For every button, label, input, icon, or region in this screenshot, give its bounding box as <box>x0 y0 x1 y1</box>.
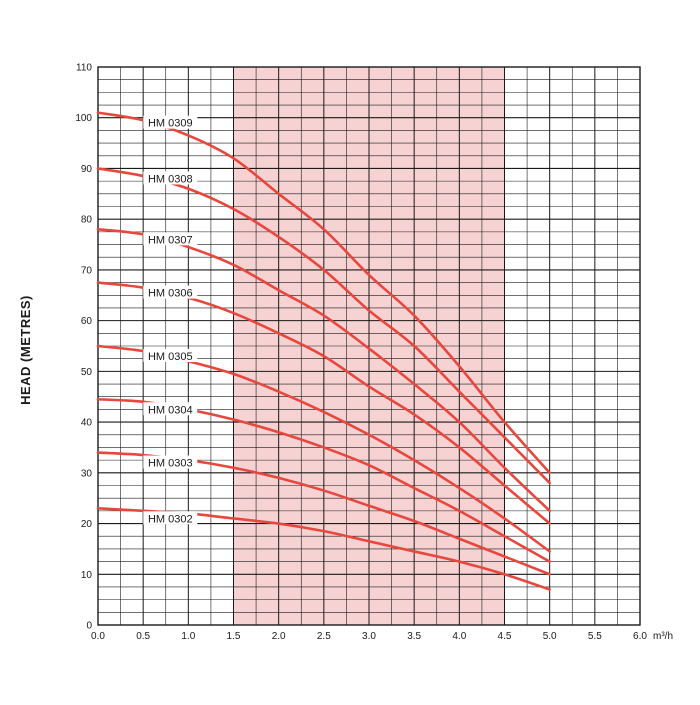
y-tick-label: 20 <box>81 519 93 530</box>
x-tick-label: 3.0 <box>362 631 376 642</box>
curve-label-text: HM 0303 <box>148 458 193 470</box>
x-tick-label: 1.5 <box>227 631 241 642</box>
x-tick-label: 5.5 <box>588 631 602 642</box>
y-tick-label: 0 <box>86 621 92 632</box>
x-tick-label: 2.0 <box>272 631 286 642</box>
curve-label-text: HM 0308 <box>148 173 193 185</box>
x-tick-label: 4.0 <box>452 631 466 642</box>
curve-label-hm-0305: HM 0305 <box>143 349 198 363</box>
y-axis-label: HEAD (METRES) <box>18 295 33 405</box>
curve-label-background <box>143 232 198 246</box>
x-tick-label: 0.5 <box>136 631 150 642</box>
y-tick-label: 110 <box>76 63 92 74</box>
curve-label-hm-0308: HM 0308 <box>143 171 198 185</box>
curve-label-background <box>143 349 198 362</box>
x-axis-unit: m³/h <box>653 631 673 642</box>
curve-label-background <box>143 285 198 299</box>
curve-hm-0309 <box>96 111 551 475</box>
curve-label-text: HM 0302 <box>148 513 193 525</box>
curve-label-background <box>143 511 198 525</box>
curve-label-text: HM 0304 <box>148 404 193 416</box>
curve-label-background <box>143 402 198 416</box>
y-tick-label: 60 <box>81 316 93 327</box>
y-tick-label: 100 <box>75 113 92 124</box>
x-tick-label: 5.0 <box>543 631 557 642</box>
curve-label-text: HM 0307 <box>148 234 193 246</box>
y-tick-label: 10 <box>81 570 93 581</box>
curve-label-hm-0309: HM 0309 <box>143 115 198 130</box>
curve-label-hm-0302: HM 0302 <box>143 511 198 525</box>
x-tick-label: 2.5 <box>317 631 331 642</box>
y-tick-label: 30 <box>81 468 93 479</box>
curve-label-text: HM 0309 <box>148 118 193 130</box>
x-tick-label: 6.0 <box>633 631 647 642</box>
y-tick-label: 70 <box>81 265 93 276</box>
curve-label-text: HM 0306 <box>148 288 193 300</box>
curve-label-hm-0307: HM 0307 <box>143 232 198 246</box>
y-tick-label: 90 <box>81 164 93 175</box>
y-tick-label: 40 <box>81 418 93 429</box>
curve-label-hm-0304: HM 0304 <box>143 402 198 416</box>
x-tick-label: 0.0 <box>91 631 105 642</box>
curve-hm-0308 <box>96 167 551 485</box>
x-tick-label: 4.5 <box>498 631 512 642</box>
curve-label-background <box>143 455 198 469</box>
curve-label-hm-0303: HM 0303 <box>143 455 198 470</box>
curve-label-text: HM 0305 <box>148 351 193 363</box>
y-tick-label: 80 <box>81 215 93 226</box>
y-tick-label: 50 <box>81 367 93 378</box>
curve-label-background <box>143 171 198 185</box>
curve-label-background <box>143 115 198 129</box>
x-tick-label: 3.5 <box>407 631 421 642</box>
x-tick-label: 1.0 <box>181 631 195 642</box>
curve-label-hm-0306: HM 0306 <box>143 285 198 300</box>
